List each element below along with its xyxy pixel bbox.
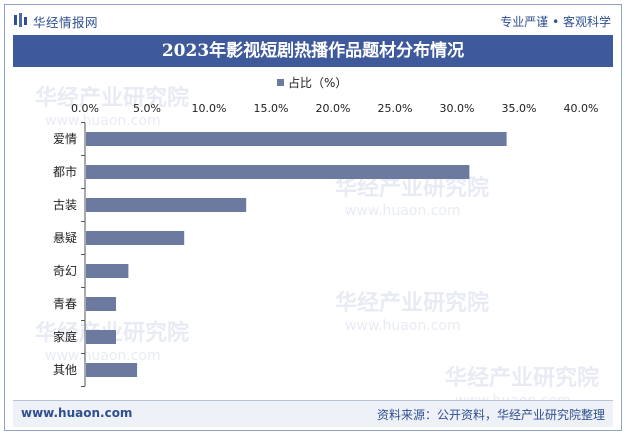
category-label: 悬疑 [53, 230, 77, 245]
bars [86, 132, 507, 377]
bar-chart: 华经产业研究院 www.huaon.com 华经产业研究院 www.huaon.com… [35, 75, 599, 400]
x-tick-label: 35.0% [502, 102, 537, 115]
x-tick-label: 5.0% [133, 102, 161, 115]
footer-divider [13, 400, 613, 401]
x-tick-label: 15.0% [254, 102, 289, 115]
watermark-text: 华经产业研究院 [335, 175, 489, 201]
bar [86, 231, 185, 245]
y-axis [81, 122, 86, 387]
footer-source: 资料来源：公开资料，华经产业研究院整理 [376, 408, 605, 422]
category-label: 古装 [53, 197, 77, 212]
x-tick-label: 25.0% [378, 102, 413, 115]
bar [86, 198, 247, 212]
watermark-url: www.huaon.com [45, 113, 161, 129]
header-bar: 华经情报网 专业严谨 • 客观科学 [5, 5, 621, 35]
legend: 占比（%） [277, 75, 347, 90]
logo-icon [14, 13, 27, 27]
watermark-text: 华经产业研究院 [35, 85, 189, 111]
bar [86, 330, 116, 344]
x-tick-label: 0.0% [71, 102, 99, 115]
watermark-url: www.huaon.com [345, 318, 461, 334]
legend-swatch [277, 79, 284, 86]
chart-frame: 华经情报网 专业严谨 • 客观科学 2023年影视短剧热播作品题材分布情况 华经… [4, 4, 622, 431]
bar [86, 363, 138, 377]
category-label: 其他 [53, 363, 77, 377]
category-label: 奇幻 [53, 264, 77, 278]
watermark-url: www.huaon.com [455, 393, 571, 400]
slogan: 专业严谨 • 客观科学 [500, 15, 611, 29]
footer: www.huaon.com 资料来源：公开资料，华经产业研究院整理 [13, 401, 613, 427]
watermark-text: 华经产业研究院 [445, 365, 599, 391]
watermark-layer: 华经产业研究院 www.huaon.com 华经产业研究院 www.huaon.com… [35, 85, 599, 400]
x-tick-label: 30.0% [440, 102, 475, 115]
x-tick-label: 40.0% [564, 102, 599, 115]
category-label: 家庭 [53, 329, 77, 344]
watermark-text: 华经产业研究院 [335, 290, 489, 316]
watermark-url: www.huaon.com [345, 203, 461, 219]
x-axis-ticks: 0.0% 5.0% 10.0% 15.0% 20.0% 25.0% 30.0% 35.0% 40… [71, 102, 598, 115]
legend-label: 占比（%） [288, 75, 347, 90]
category-label: 爱情 [53, 132, 77, 146]
brand-name: 华经情报网 [33, 15, 99, 30]
bar [86, 264, 129, 278]
x-tick-label: 10.0% [192, 102, 227, 115]
bar [86, 132, 507, 146]
chart-title: 2023年影视短剧热播作品题材分布情况 [13, 35, 613, 67]
bar [86, 297, 116, 311]
category-label: 青春 [53, 297, 77, 311]
footer-url: www.huaon.com [21, 406, 133, 420]
bar [86, 165, 470, 179]
category-label: 都市 [53, 164, 77, 179]
x-tick-label: 20.0% [316, 102, 351, 115]
watermark-url: www.huaon.com [45, 348, 161, 364]
